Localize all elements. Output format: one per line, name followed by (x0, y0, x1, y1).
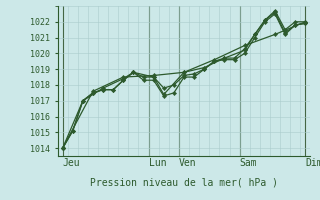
X-axis label: Pression niveau de la mer( hPa ): Pression niveau de la mer( hPa ) (90, 177, 278, 187)
Text: Ven: Ven (179, 158, 196, 168)
Text: Lun: Lun (148, 158, 166, 168)
Text: Dim: Dim (305, 158, 320, 168)
Text: Jeu: Jeu (63, 158, 80, 168)
Text: Sam: Sam (240, 158, 257, 168)
